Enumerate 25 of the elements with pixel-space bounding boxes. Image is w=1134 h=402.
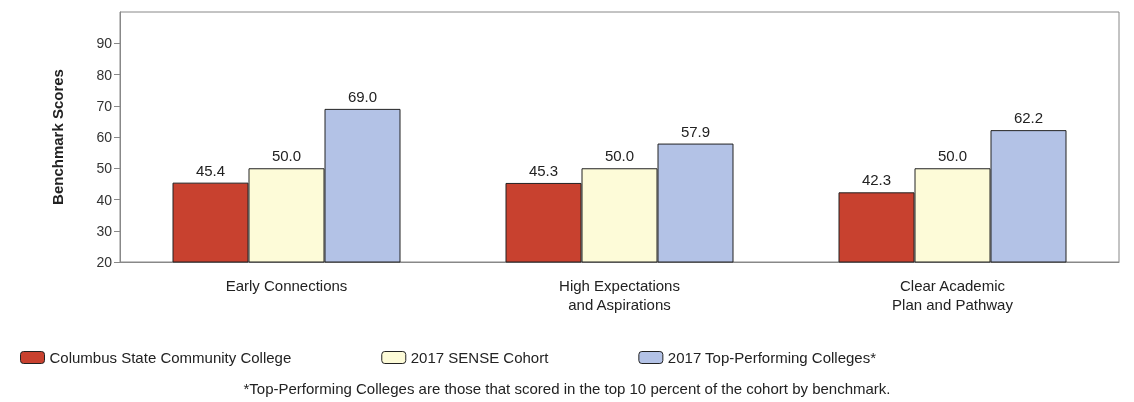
data-label: 45.3 — [528, 161, 559, 179]
data-label: 62.2 — [1013, 109, 1044, 127]
data-label: 50.0 — [271, 147, 302, 165]
data-label: 42.3 — [861, 171, 892, 189]
legend-label: 2017 SENSE Cohort — [410, 349, 550, 366]
text: *Top-Performing Colleges are those that scored in the top 10 percent of the cohort by benchmark. — [243, 380, 891, 397]
y-tick-label: 40 — [96, 191, 113, 208]
x-tick-label: Clear Academic Plan and Pathway — [892, 277, 1014, 313]
data-label: 50.0 — [937, 147, 968, 165]
x-tick-label: High Expectations and Aspirations — [559, 277, 680, 313]
data-label: 50.0 — [604, 147, 635, 165]
data-label: 45.4 — [195, 161, 226, 179]
y-tick-label: 30 — [96, 222, 113, 239]
legend-label: Columbus State Community College — [49, 349, 292, 366]
y-tick-label: 90 — [96, 35, 113, 52]
y-axis-title: Benchmark Scores — [49, 69, 66, 205]
data-label: 69.0 — [347, 87, 378, 105]
y-tick-label: 80 — [96, 66, 113, 83]
data-label: 57.9 — [680, 122, 711, 140]
y-tick-label: 50 — [96, 160, 113, 177]
legend-label: 2017 Top-Performing Colleges* — [667, 349, 877, 366]
y-tick-label: 70 — [96, 97, 113, 114]
y-tick-label: 20 — [96, 254, 113, 270]
y-tick-label: 60 — [96, 129, 113, 145]
x-tick-label: Early Connections — [225, 277, 348, 294]
